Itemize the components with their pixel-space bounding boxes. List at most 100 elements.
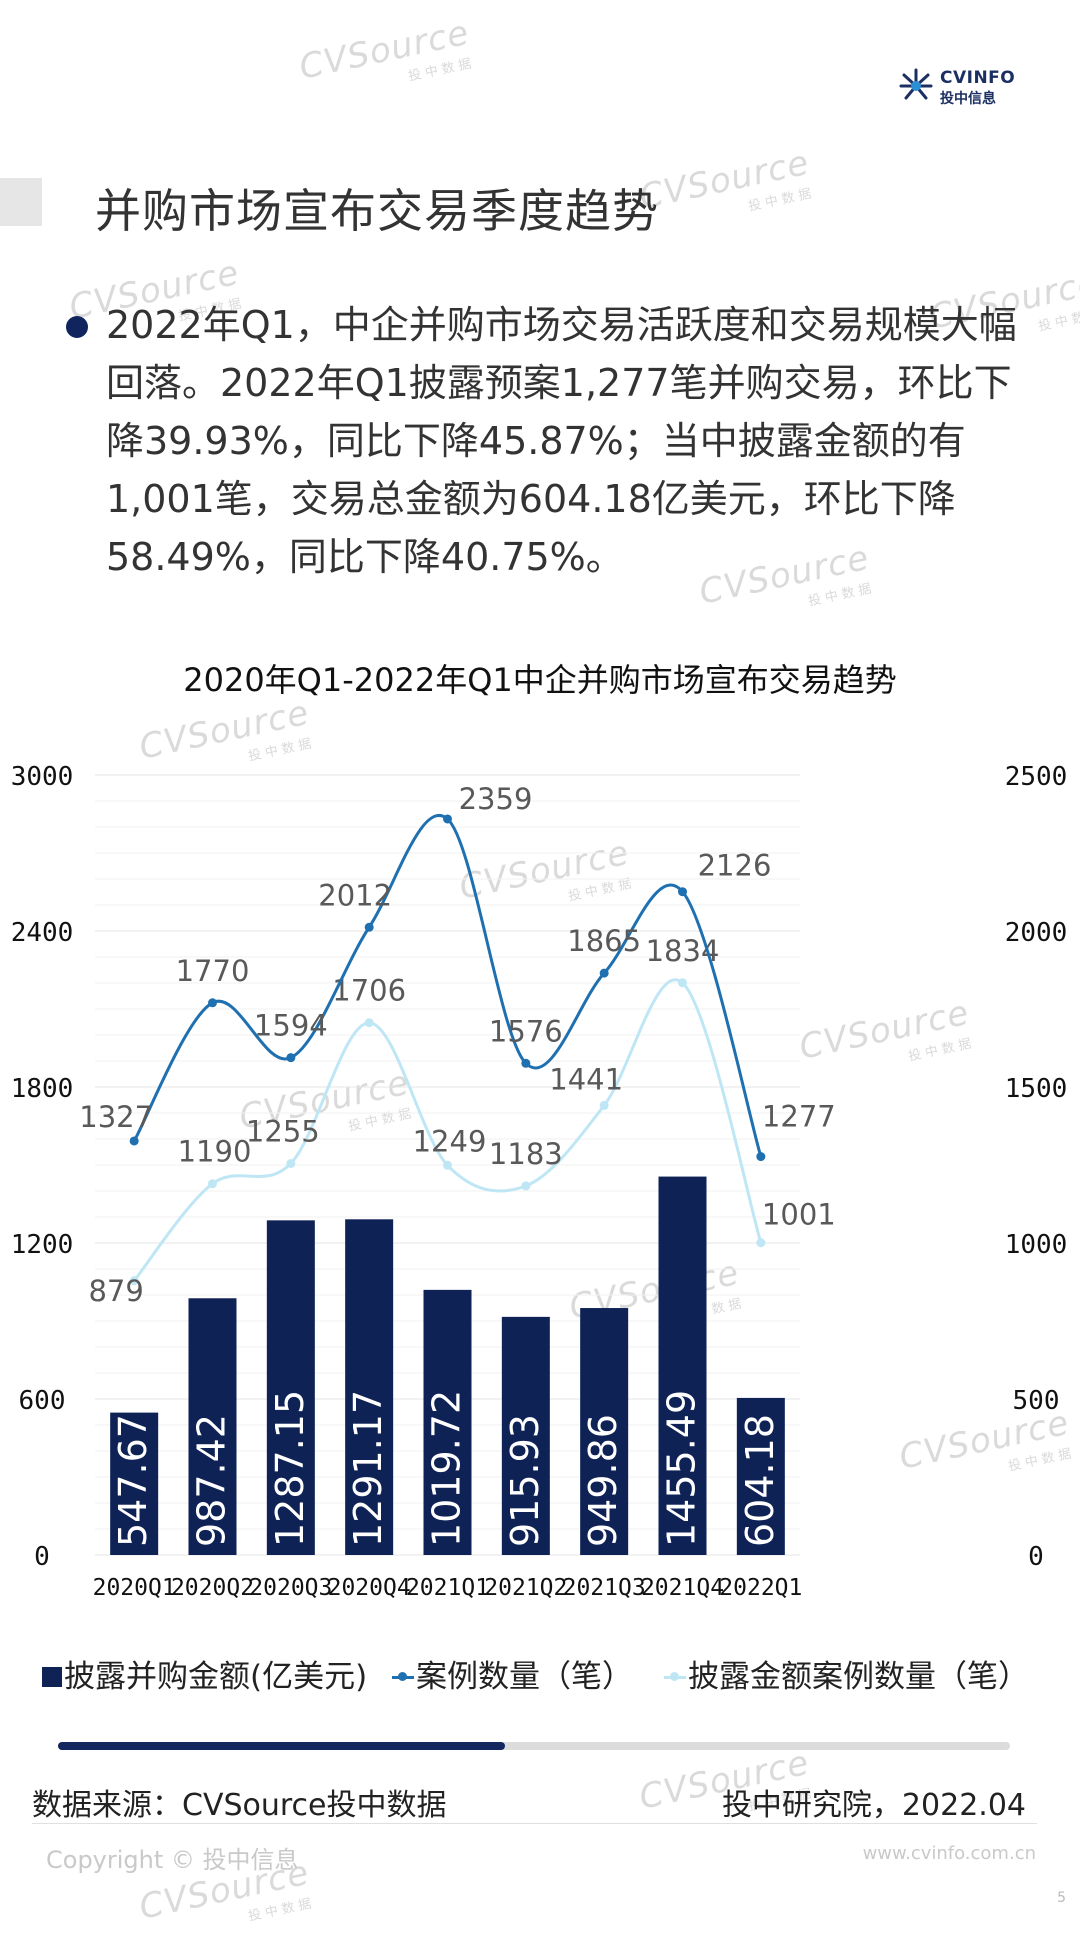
right-axis-tick: 2500 <box>1005 762 1068 792</box>
bar-data-label: 547.67 <box>111 1414 155 1547</box>
x-axis-tick: 2021Q1 <box>406 1575 489 1601</box>
bar-data-label: 1291.17 <box>346 1390 390 1547</box>
combo-chart: 0 600 1200 1800 2400 3000 0 500 1000 1500 2000 2500… <box>11 762 1068 1601</box>
legend-bar-label: 披露并购金额(亿美元) <box>64 1659 368 1695</box>
series-point <box>756 1238 766 1248</box>
bar-data-label: 1019.72 <box>425 1390 469 1547</box>
bar <box>110 1412 159 1555</box>
left-axis-tick: 3000 <box>11 762 74 792</box>
website-link[interactable]: www.cvinfo.com.cn <box>862 1843 1036 1864</box>
line-data-label: 1277 <box>762 1100 836 1134</box>
series-point <box>129 1276 139 1286</box>
series-point <box>599 1100 609 1110</box>
chart-title: 2020年Q1-2022年Q1中企并购市场宣布交易趋势 <box>183 661 897 699</box>
right-axis-tick: 500 <box>1013 1386 1060 1416</box>
left-axis-tick: 600 <box>19 1386 66 1416</box>
sunburst-logo-icon <box>899 68 933 100</box>
right-axis-tick: 2000 <box>1005 918 1068 948</box>
line-data-label: 2126 <box>698 849 772 883</box>
bar <box>736 1397 785 1555</box>
line-data-label: 1327 <box>79 1100 153 1134</box>
bar-data-label: 949.86 <box>581 1414 625 1547</box>
series-point <box>599 968 609 978</box>
line-data-label: 1183 <box>489 1137 563 1171</box>
line-data-label: 879 <box>88 1274 143 1308</box>
data-source: 数据来源：CVSource投中数据 <box>32 1788 447 1823</box>
bar-data-label: 1287.15 <box>268 1390 312 1547</box>
bar <box>501 1316 550 1555</box>
progress-fill <box>58 1742 506 1750</box>
bar-data-label: 604.18 <box>738 1414 782 1547</box>
bar-data-label: 915.93 <box>503 1414 547 1547</box>
line-data-label: 1249 <box>413 1124 487 1158</box>
series-point <box>364 1018 374 1028</box>
series-line <box>132 814 763 1158</box>
series-point <box>286 1053 296 1063</box>
line-data-label: 1255 <box>246 1114 320 1148</box>
line-data-label: 1441 <box>549 1062 623 1096</box>
series-point <box>208 998 217 1008</box>
right-axis-tick: 1500 <box>1005 1074 1068 1104</box>
logo-subtitle: 投中信息 <box>940 91 996 107</box>
series-point <box>678 887 687 897</box>
x-axis-tick: 2020Q1 <box>93 1575 176 1601</box>
x-axis-tick: 2021Q3 <box>563 1575 646 1601</box>
bar <box>423 1289 472 1555</box>
series-point <box>678 978 687 988</box>
copyright: Copyright © 投中信息 <box>46 1846 299 1874</box>
bullet-dot-icon <box>66 316 88 338</box>
page-number: 5 <box>1057 1890 1066 1906</box>
line-data-label: 1865 <box>567 924 641 958</box>
bar <box>188 1298 237 1555</box>
series-point <box>521 1181 531 1191</box>
legend-line2-label: 披露金额案例数量（笔） <box>688 1659 1029 1695</box>
legend-line1-marker <box>398 1672 407 1681</box>
series-point <box>208 1179 217 1189</box>
series-point <box>443 814 452 824</box>
bar-data-label: 1455.49 <box>660 1390 704 1547</box>
bar <box>266 1220 315 1555</box>
left-axis-tick: 2400 <box>11 918 74 948</box>
line-data-label: 2359 <box>459 782 533 816</box>
left-axis-tick: 1200 <box>11 1230 74 1260</box>
line-data-label: 1576 <box>489 1014 563 1048</box>
line-data-label: 1770 <box>176 954 250 988</box>
series-point <box>364 922 374 932</box>
x-axis-tick: 2021Q4 <box>641 1575 724 1601</box>
line-data-label: 1594 <box>254 1009 328 1043</box>
bar-data-label: 987.42 <box>190 1414 234 1547</box>
right-axis-tick: 1000 <box>1005 1230 1068 1260</box>
legend-line1-label: 案例数量（笔） <box>416 1659 633 1695</box>
line-data-label: 1001 <box>762 1198 836 1232</box>
summary-paragraph: 2022年Q1，中企并购市场交易活跃度和交易规模大幅回落。2022年Q1披露预案… <box>106 303 1017 579</box>
logo-wordmark: CVINFO <box>940 68 1016 88</box>
line-data-label: 2012 <box>318 878 392 912</box>
line-data-label: 1706 <box>332 974 406 1008</box>
right-axis-tick: 0 <box>1028 1542 1044 1572</box>
left-axis-tick: 0 <box>34 1542 50 1572</box>
bar <box>580 1308 629 1555</box>
bar <box>658 1176 707 1555</box>
series-point <box>129 1136 139 1146</box>
legend-bar-swatch <box>42 1667 62 1687</box>
series-point <box>521 1058 531 1068</box>
chart-legend: 披露并购金额(亿美元) 案例数量（笔） 披露金额案例数量（笔） <box>0 1655 1080 1699</box>
watermark: CVSource 投中数据 <box>635 142 817 218</box>
brand-logo: CVINFO 投中信息 <box>898 66 1038 110</box>
title-accent-bar <box>0 178 42 226</box>
section-progress-bar <box>58 1742 1010 1750</box>
org-date: 投中研究院，2022.04 <box>721 1788 1026 1823</box>
x-axis-tick: 2021Q2 <box>484 1575 567 1601</box>
series-point <box>756 1152 766 1162</box>
line-data-label: 1190 <box>178 1135 252 1169</box>
left-axis-tick: 1800 <box>11 1074 74 1104</box>
watermark: CVSource 投中数据 <box>295 12 477 88</box>
series-point <box>286 1158 296 1168</box>
x-axis-tick: 2020Q3 <box>249 1575 332 1601</box>
x-axis-tick: 2022Q1 <box>719 1575 802 1601</box>
x-axis-tick: 2020Q4 <box>328 1575 411 1601</box>
footer-divider <box>32 1823 1037 1824</box>
legend-line2-marker <box>670 1672 679 1681</box>
series-point <box>443 1160 452 1170</box>
bar <box>345 1219 394 1555</box>
